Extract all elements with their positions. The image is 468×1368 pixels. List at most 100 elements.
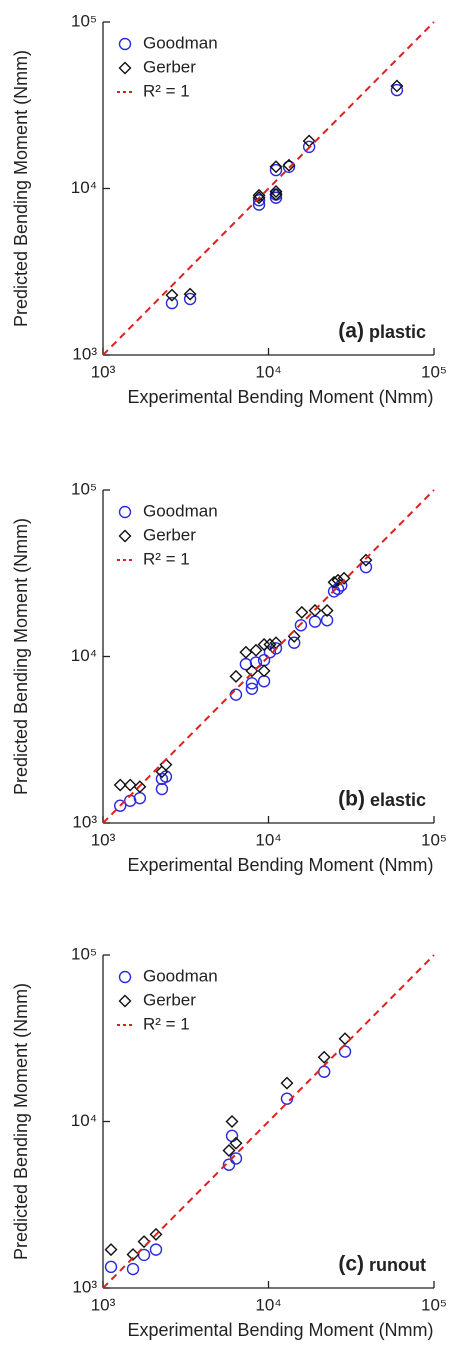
goodman-point: [317, 1065, 331, 1078]
gerber-point: [133, 780, 147, 794]
goodman-point: [294, 619, 308, 632]
y-tick-label: 10³: [72, 344, 97, 363]
legend-swatch: [118, 529, 132, 543]
goodman-point: [269, 642, 283, 655]
gerber-point: [390, 79, 404, 93]
y-axis-label: Predicted Bending Moment (Nmm): [11, 983, 31, 1260]
legend-label: Goodman: [143, 33, 218, 52]
x-tick-label: 10⁵: [421, 1295, 447, 1314]
gerber-point: [308, 603, 322, 617]
x-tick-label: 10³: [91, 362, 116, 381]
goodman-point: [149, 1243, 163, 1256]
gerber-point: [126, 1247, 140, 1261]
goodman-point: [269, 163, 283, 177]
panel-name: runout: [369, 1255, 426, 1275]
y-tick-label: 10⁵: [71, 944, 97, 963]
goodman-point: [245, 682, 259, 695]
gerber-point: [320, 603, 334, 617]
gerber-point: [252, 188, 266, 202]
goodman-point: [308, 615, 322, 628]
gerber-point: [123, 778, 137, 792]
goodman-point: [359, 560, 373, 574]
goodman-point: [257, 675, 271, 688]
gerber-point: [229, 1136, 243, 1150]
x-tick-label: 10⁴: [255, 830, 281, 849]
legend-swatch: [118, 505, 132, 519]
gerber-point: [149, 1227, 163, 1241]
gerber-point: [225, 1115, 239, 1128]
goodman-point: [183, 292, 197, 306]
goodman-point: [320, 614, 334, 627]
gerber-point: [337, 571, 351, 585]
panel-letter: (c): [338, 1253, 364, 1276]
legend-label: Gerber: [143, 990, 196, 1009]
gerber-point: [331, 573, 345, 587]
x-tick-label: 10⁴: [255, 1295, 281, 1314]
gerber-point: [263, 638, 277, 652]
legend-swatch: [118, 994, 132, 1008]
y-tick-label: 10⁵: [71, 479, 97, 498]
reference-line: [102, 489, 435, 824]
gerber-point: [280, 1076, 294, 1090]
gerber-point: [327, 575, 341, 589]
goodman-point: [104, 1260, 118, 1274]
legend-swatch: [118, 970, 132, 984]
gerber-point: [252, 191, 266, 205]
y-axis-label: Predicted Bending Moment (Nmm): [11, 50, 31, 327]
y-tick-label: 10⁴: [71, 1111, 97, 1130]
goodman-point: [288, 636, 301, 649]
y-tick-label: 10³: [72, 812, 97, 831]
goodman-point: [252, 194, 266, 207]
gerber-point: [137, 1235, 151, 1249]
goodman-point: [113, 799, 127, 812]
goodman-point: [225, 1129, 239, 1143]
goodman-point: [338, 1045, 352, 1058]
x-axis-label: Experimental Bending Moment (Nmm): [127, 855, 433, 875]
gerber-point: [295, 605, 309, 619]
gerber-point: [359, 553, 373, 567]
goodman-point: [245, 677, 259, 690]
legend-swatch: [118, 37, 132, 51]
legend-label: Goodman: [143, 966, 218, 985]
x-tick-label: 10⁵: [421, 830, 447, 849]
goodman-point: [269, 191, 283, 204]
legend-label: Gerber: [143, 525, 196, 544]
x-tick-label: 10³: [91, 830, 116, 849]
goodman-point: [390, 83, 404, 97]
gerber-point: [269, 184, 283, 198]
gerber-point: [287, 629, 301, 643]
goodman-point: [282, 160, 296, 173]
goodman-point: [155, 782, 169, 796]
y-axis-label: Predicted Bending Moment (Nmm): [11, 518, 31, 795]
gerber-point: [229, 669, 243, 683]
gerber-point: [239, 645, 253, 659]
gerber-point: [183, 287, 197, 301]
x-tick-label: 10³: [91, 1295, 116, 1314]
y-tick-label: 10⁴: [71, 646, 97, 665]
x-axis-label: Experimental Bending Moment (Nmm): [127, 1320, 433, 1340]
panel-name: elastic: [370, 790, 426, 810]
goodman-point: [165, 296, 179, 310]
gerber-point: [113, 778, 127, 792]
gerber-point: [257, 664, 271, 678]
panel-name: plastic: [369, 322, 426, 342]
reference-line: [102, 21, 435, 356]
legend-label: R² = 1: [143, 549, 190, 568]
goodman-point: [302, 140, 316, 154]
x-tick-label: 10⁵: [421, 362, 447, 381]
y-tick-label: 10⁴: [71, 178, 97, 197]
gerber-point: [257, 638, 271, 652]
gerber-point: [222, 1143, 236, 1157]
x-axis-label: Experimental Bending Moment (Nmm): [127, 387, 433, 407]
gerber-point: [165, 288, 179, 302]
legend-swatch: [118, 61, 132, 75]
gerber-point: [249, 643, 263, 657]
legend-label: R² = 1: [143, 81, 190, 100]
legend-label: R² = 1: [143, 1014, 190, 1033]
panel-letter: (b): [338, 788, 365, 811]
goodman-point: [229, 688, 243, 701]
legend-label: Goodman: [143, 501, 218, 520]
gerber-point: [317, 1050, 331, 1064]
